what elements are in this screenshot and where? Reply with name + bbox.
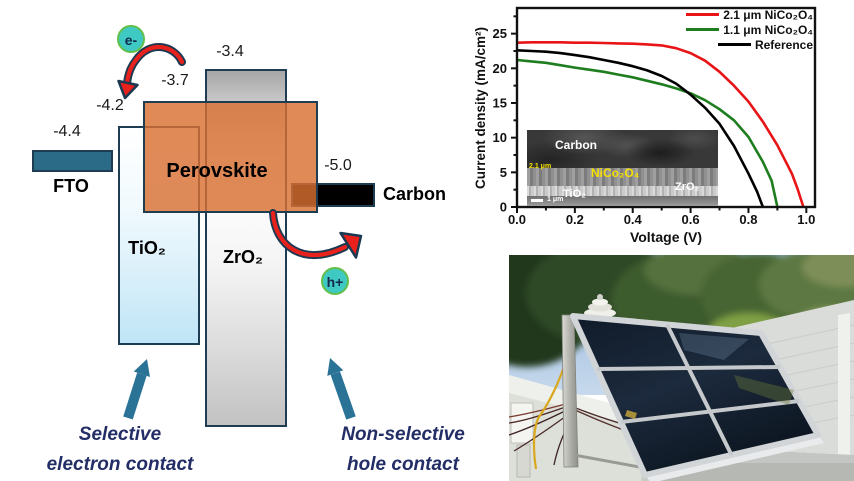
rooftop-photo [509, 255, 854, 481]
inset-zro2-label: ZrO₂ [675, 181, 700, 193]
jv-curve-panel: 0.0 0.2 0.4 0.6 0.8 1.0 0 5 10 15 20 25 Carbon 2.1 … [430, 0, 854, 255]
legend-label: Reference [754, 37, 813, 52]
level-carbon: -5.0 [324, 157, 352, 174]
svg-text:0.4: 0.4 [624, 212, 643, 227]
legend-entry: 1.1 μm NiCo₂O₄ [686, 22, 813, 37]
sem-zro2-layer [527, 186, 718, 196]
hole-particle: h+ [321, 267, 349, 295]
series-line [516, 58, 779, 208]
level-perovskite: -3.7 [161, 72, 189, 89]
panel-reflection [679, 333, 749, 360]
level-zro2: -3.4 [216, 43, 244, 60]
svg-text:0.8: 0.8 [739, 212, 757, 227]
svg-text:0.2: 0.2 [566, 212, 584, 227]
tio2-label: TiO₂ [128, 238, 166, 258]
legend-swatch [686, 13, 720, 16]
svg-text:0: 0 [500, 200, 507, 215]
svg-text:15: 15 [493, 95, 507, 110]
svg-text:25: 25 [493, 26, 507, 41]
electron-contact-arrow [123, 359, 150, 420]
svg-text:5: 5 [500, 165, 507, 180]
sem-nico-layer [527, 168, 718, 186]
sem-carbon-layer [527, 130, 718, 168]
mount-post [561, 314, 579, 468]
legend-swatch [686, 28, 720, 31]
level-fto: -4.4 [53, 123, 81, 140]
panel-tape [625, 410, 637, 419]
junction-box [510, 402, 534, 444]
inset-scalebar-label: 1 μm [547, 196, 564, 203]
legend-entry: Reference [686, 37, 813, 52]
hole-contact-arrow [327, 358, 356, 420]
sem-substrate [527, 196, 718, 206]
y-axis-title: Current density (mA/cm²) [473, 26, 488, 190]
hole-contact-caption: Non-selective hole contact [323, 420, 483, 480]
inset-thickness-label: 2.1 μm [529, 163, 552, 170]
x-axis-title: Voltage (V) [629, 229, 703, 245]
legend-label: 2.1 μm NiCo₂O₄ [723, 7, 813, 22]
plot-frame [515, 6, 817, 209]
level-tio2: -4.2 [96, 97, 124, 114]
conduit [516, 444, 531, 478]
inset-nico-label: NiCo₂O₄ [591, 166, 640, 180]
series-line [516, 41, 805, 208]
perovskite-label: Perovskite [166, 160, 268, 182]
ledge-front [509, 393, 651, 481]
inset-tio2-label: TiO₂ [563, 188, 587, 200]
jv-plot: 0.0 0.2 0.4 0.6 0.8 1.0 0 5 10 15 20 25 [493, 6, 817, 227]
fto-label: FTO [53, 176, 89, 196]
legend-swatch [717, 43, 751, 46]
support-strut [573, 453, 646, 470]
legend-entry: 2.1 μm NiCo₂O₄ [686, 7, 813, 22]
caption-line: Selective [78, 424, 162, 445]
sem-inset: Carbon 2.1 μm NiCo₂O₄ ZrO₂ TiO₂ 1 μm [527, 130, 718, 206]
svg-text:1.0: 1.0 [797, 212, 815, 227]
wall-strip [838, 313, 850, 455]
photo-panel [509, 255, 854, 481]
svg-text:10: 10 [493, 130, 507, 145]
carbon-label: Carbon [383, 184, 446, 204]
inset-carbon-label: Carbon [555, 138, 597, 152]
electron-particle: e- [117, 25, 145, 53]
caption-line: electron contact [46, 454, 194, 475]
series-line [516, 49, 765, 208]
svg-text:20: 20 [493, 61, 507, 76]
svg-text:0.0: 0.0 [508, 212, 526, 227]
solar-panel-array [570, 313, 824, 481]
inset-scalebar [531, 199, 543, 202]
electron-contact-caption: Selective electron contact [15, 420, 225, 480]
perovskite-box [143, 101, 318, 213]
panel-grid [596, 323, 800, 456]
zro2-label: ZrO₂ [223, 247, 263, 267]
caption-line: hole contact [347, 454, 459, 475]
svg-text:0.6: 0.6 [682, 212, 700, 227]
fto-bar [32, 150, 113, 172]
legend-label: 1.1 μm NiCo₂O₄ [723, 22, 813, 37]
chart-legend: 2.1 μm NiCo₂O₄ 1.1 μm NiCo₂O₄ Reference [686, 7, 813, 52]
caption-line: Non-selective [341, 424, 465, 445]
panel-glint [734, 375, 794, 405]
